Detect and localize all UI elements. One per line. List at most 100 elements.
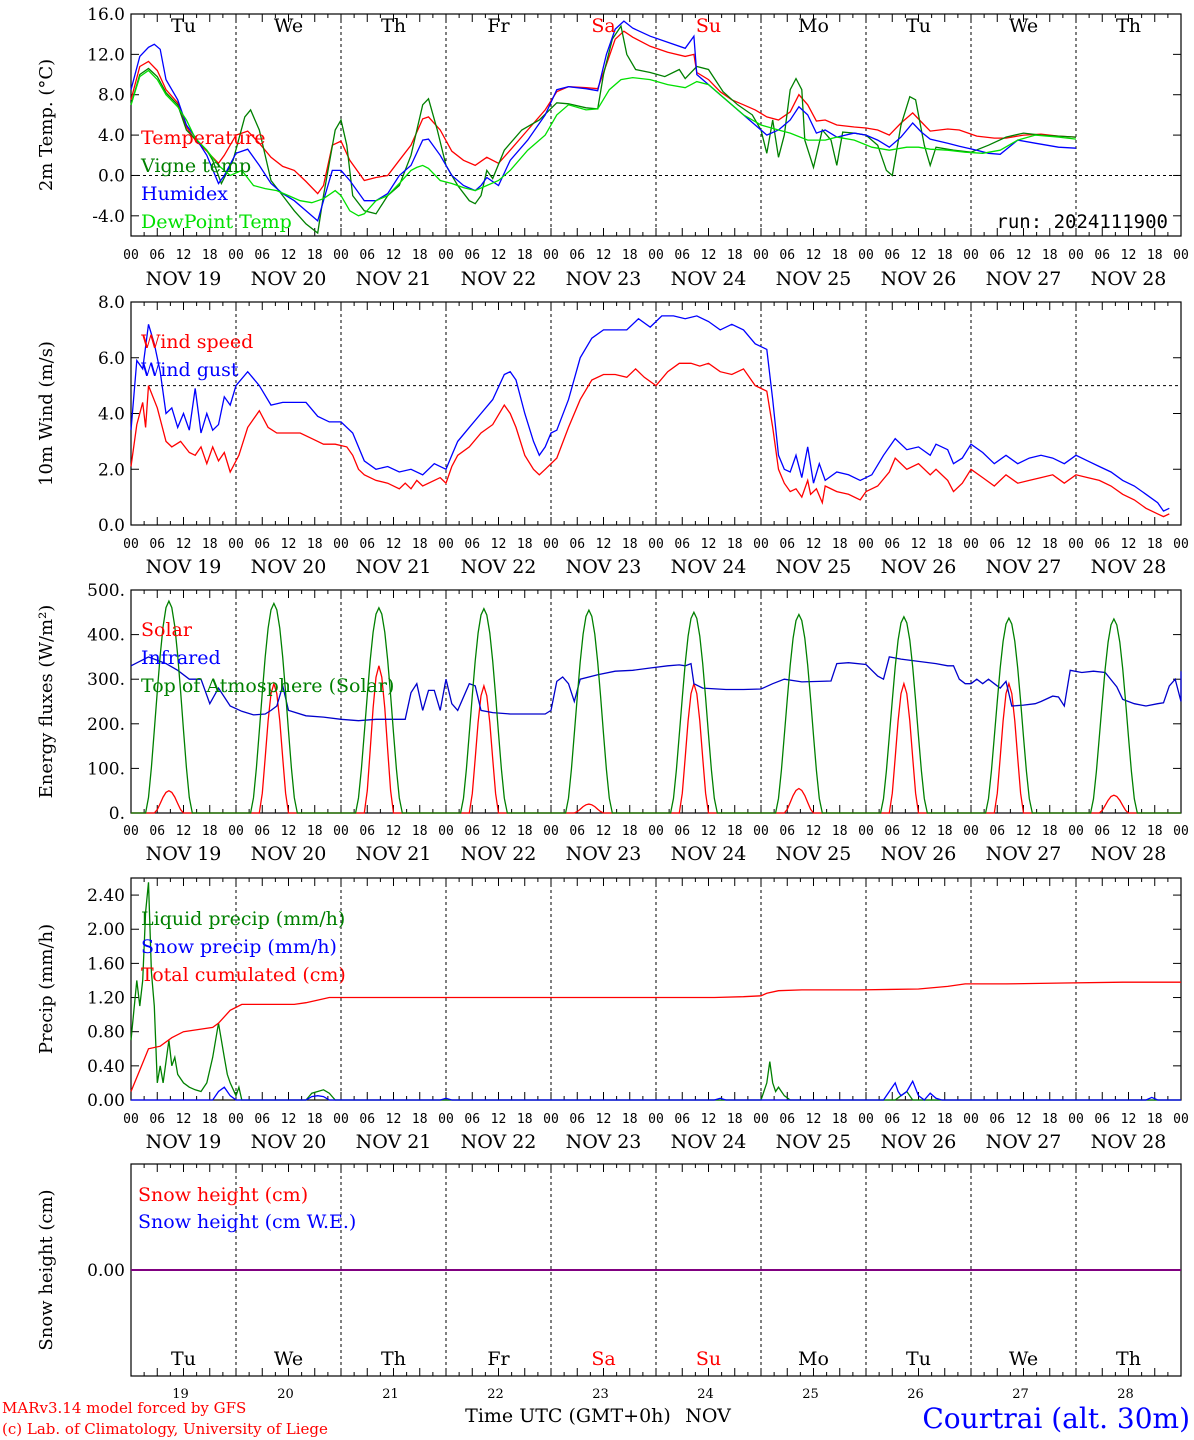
hour-tick-label: 00 — [333, 824, 349, 839]
date-label: NOV 24 — [671, 556, 747, 578]
y-tick-label: 300. — [87, 670, 125, 690]
legend-entry: Snow height (cm) — [138, 1184, 308, 1206]
hour-tick-label: 12 — [701, 1112, 717, 1127]
date-label: NOV 26 — [881, 268, 957, 290]
series-line-liquid-precip-mm-h- — [130, 882, 1181, 1101]
date-label: NOV 27 — [986, 843, 1062, 865]
y-axis-title: 10m Wind (m/s) — [36, 341, 57, 486]
hour-tick-label: 00 — [858, 1112, 874, 1127]
series-line-vigne-temp — [130, 24, 1077, 235]
legend-entry: Vigne temp — [140, 155, 251, 177]
date-label: NOV 22 — [461, 556, 537, 578]
day-name-bottom: We — [1009, 1348, 1038, 1370]
hour-tick-label: 00 — [1068, 824, 1084, 839]
plot-frame — [130, 589, 1182, 814]
hour-tick-label: 00 — [858, 248, 874, 263]
hour-tick-label: 12 — [596, 824, 612, 839]
date-label: NOV 28 — [1091, 268, 1167, 290]
date-label: NOV 20 — [251, 1131, 327, 1153]
day-name-top: Tu — [171, 15, 196, 37]
hour-tick-label: 06 — [569, 824, 585, 839]
y-tick-label: 1.60 — [87, 954, 125, 974]
y-tick-label: 8.0 — [98, 293, 125, 313]
hour-tick-label: 00 — [753, 824, 769, 839]
y-tick-label: 0.40 — [87, 1057, 125, 1077]
hour-tick-label: 00 — [648, 824, 664, 839]
y-tick-label: 8.0 — [98, 86, 125, 106]
y-tick-label: 500. — [87, 581, 125, 601]
legend-entry: Liquid precip (mm/h) — [141, 908, 345, 930]
hour-tick-label: 00 — [1068, 248, 1084, 263]
hour-tick-label: 12 — [386, 248, 402, 263]
date-label: NOV 26 — [881, 843, 957, 865]
hour-tick-label: 06 — [359, 1112, 375, 1127]
date-label: NOV 22 — [461, 268, 537, 290]
hour-tick-label: 12 — [386, 537, 402, 552]
hour-tick-label: 18 — [1147, 824, 1163, 839]
hour-tick-label: 12 — [386, 824, 402, 839]
date-label: NOV 24 — [671, 268, 747, 290]
y-tick-label: 4.0 — [98, 405, 125, 425]
hour-tick-label: 00 — [438, 824, 454, 839]
hour-tick-label: 18 — [202, 248, 218, 263]
hour-tick-label: 18 — [937, 1112, 953, 1127]
hour-tick-label: 00 — [228, 537, 244, 552]
date-label: NOV 23 — [566, 556, 642, 578]
hour-tick-label: 06 — [569, 248, 585, 263]
hour-tick-label: 12 — [596, 1112, 612, 1127]
legend-entry: Snow precip (mm/h) — [141, 936, 337, 958]
hour-tick-label: 18 — [727, 248, 743, 263]
hour-tick-label: 18 — [412, 248, 428, 263]
day-name-top: Tu — [906, 15, 931, 37]
hour-tick-label: 06 — [1094, 537, 1110, 552]
run-label: run: 2024111900 — [996, 211, 1168, 233]
date-label: NOV 28 — [1091, 556, 1167, 578]
hour-tick-label: 06 — [884, 1112, 900, 1127]
chart-panel-3: 500. 400. 300. 200. 100. 0. Energy fluxes (W/m… — [36, 581, 1189, 865]
date-label: NOV 19 — [146, 268, 222, 290]
day-name-top: Th — [381, 15, 406, 37]
y-tick-label: 16.0 — [87, 5, 125, 25]
hour-tick-label: 12 — [806, 248, 822, 263]
day-number: 23 — [592, 1387, 609, 1402]
hour-tick-label: 18 — [1147, 1112, 1163, 1127]
hour-tick-label: 12 — [1121, 1112, 1137, 1127]
day-name-bottom: Su — [696, 1348, 721, 1370]
hour-tick-label: 18 — [307, 537, 323, 552]
hour-tick-label: 00 — [963, 824, 979, 839]
hour-tick-label: 06 — [1094, 1112, 1110, 1127]
hour-tick-label: 00 — [333, 537, 349, 552]
hour-tick-label: 18 — [412, 824, 428, 839]
day-number: 28 — [1117, 1387, 1134, 1402]
legend-entry: Wind gust — [141, 359, 239, 381]
hour-tick-label: 06 — [674, 824, 690, 839]
hour-tick-label: 00 — [333, 1112, 349, 1127]
hour-tick-label: 12 — [701, 537, 717, 552]
hour-tick-label: 18 — [622, 248, 638, 263]
day-name-top: Sa — [591, 15, 615, 37]
legend-entry: DewPoint Temp — [141, 211, 292, 233]
hour-tick-label: 12 — [911, 537, 927, 552]
plot-frame — [130, 301, 1182, 526]
hour-tick-label: 18 — [1042, 824, 1058, 839]
day-name-top: Fr — [487, 15, 510, 37]
day-name-bottom: Tu — [906, 1348, 931, 1370]
series-line-temperature — [130, 30, 1077, 195]
hour-tick-label: 06 — [254, 537, 270, 552]
hour-tick-label: 00 — [753, 1112, 769, 1127]
day-name-bottom: We — [274, 1348, 303, 1370]
hour-tick-label: 00 — [228, 824, 244, 839]
hour-tick-label: 00 — [648, 1112, 664, 1127]
hour-tick-label: 18 — [1042, 248, 1058, 263]
hour-tick-label: 12 — [596, 248, 612, 263]
hour-tick-label: 18 — [1147, 537, 1163, 552]
hour-tick-label: 12 — [1016, 248, 1032, 263]
hour-tick-label: 06 — [464, 1112, 480, 1127]
date-label: NOV 23 — [566, 843, 642, 865]
date-label: NOV 26 — [881, 1131, 957, 1153]
hour-tick-label: 06 — [569, 1112, 585, 1127]
legend-entry: Top of Atmosphere (Solar) — [141, 675, 394, 697]
hour-tick-label: 06 — [464, 537, 480, 552]
day-number: 25 — [802, 1387, 819, 1402]
